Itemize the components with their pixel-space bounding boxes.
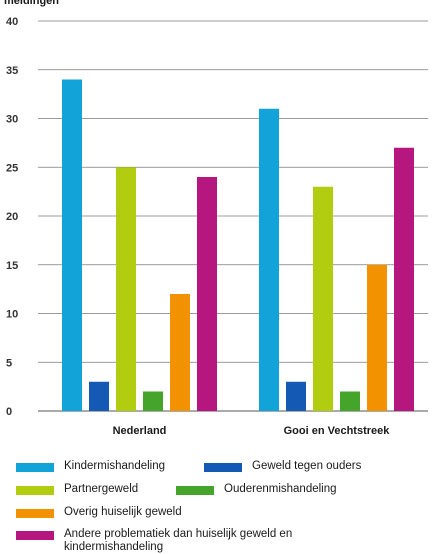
x-tick-label: Gooi en Vechtstreek bbox=[284, 425, 391, 437]
bar bbox=[259, 108, 279, 411]
bar bbox=[286, 381, 306, 411]
legend-item: Kindermishandeling bbox=[16, 460, 165, 473]
bar bbox=[394, 147, 414, 411]
y-axis-label: meldingen bbox=[4, 0, 59, 7]
legend-label: Andere problematiek dan huiselijk geweld… bbox=[64, 528, 293, 553]
legend-swatch bbox=[16, 463, 54, 472]
legend-label: Overig huiselijk geweld bbox=[64, 506, 182, 518]
bar bbox=[340, 391, 360, 411]
legend-item: Ouderenmishandeling bbox=[176, 483, 337, 496]
bar bbox=[170, 294, 190, 411]
y-tick-label: 0 bbox=[6, 406, 12, 418]
bar bbox=[116, 167, 136, 411]
legend-label: Ouderenmishandeling bbox=[224, 483, 337, 495]
legend-label: Geweld tegen ouders bbox=[252, 460, 362, 472]
bar bbox=[313, 186, 333, 411]
x-tick-label: Nederland bbox=[113, 425, 167, 437]
y-tick-label: 15 bbox=[6, 260, 18, 272]
bar bbox=[89, 381, 109, 411]
legend-swatch bbox=[176, 486, 214, 495]
legend-label: Partnergeweld bbox=[64, 483, 139, 495]
bar bbox=[62, 79, 82, 411]
legend-item: Andere problematiek dan huiselijk geweld… bbox=[16, 528, 336, 554]
y-tick-label: 35 bbox=[6, 65, 18, 77]
legend-item: Overig huiselijk geweld bbox=[16, 506, 182, 519]
legend-swatch bbox=[16, 486, 54, 495]
legend-label: Kindermishandeling bbox=[64, 460, 166, 472]
y-tick-label: 30 bbox=[6, 114, 18, 126]
legend-item: Geweld tegen ouders bbox=[204, 460, 361, 473]
legend-swatch bbox=[16, 509, 54, 518]
y-tick-label: 5 bbox=[6, 357, 12, 369]
y-tick-label: 20 bbox=[6, 211, 18, 223]
legend-swatch bbox=[204, 463, 242, 472]
bar bbox=[197, 177, 217, 411]
y-tick-label: 10 bbox=[6, 309, 18, 321]
y-tick-label: 40 bbox=[6, 16, 18, 28]
bar bbox=[367, 264, 387, 411]
legend-swatch bbox=[16, 531, 54, 540]
bar bbox=[143, 391, 163, 411]
legend-item: Partnergeweld bbox=[16, 483, 138, 496]
y-tick-label: 25 bbox=[6, 162, 18, 174]
